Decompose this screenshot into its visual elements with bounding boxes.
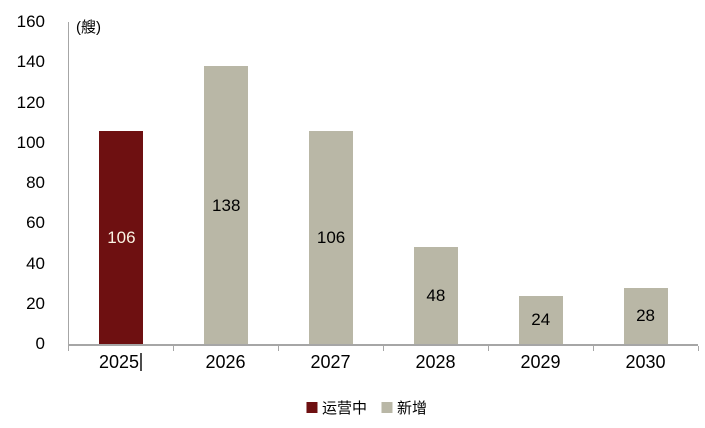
- y-tick-label: 160: [16, 12, 45, 31]
- bar-slot: 106: [279, 22, 384, 344]
- legend-swatch-icon: [305, 402, 317, 413]
- y-tick-label: 140: [16, 52, 45, 72]
- x-axis-tick: [68, 346, 69, 351]
- bar-2025: 106: [99, 130, 144, 344]
- y-tick-label: 80: [26, 173, 45, 192]
- bar-value-label: 24: [531, 310, 551, 330]
- x-axis-tick: [488, 346, 489, 351]
- bar-slot: 106: [69, 22, 174, 344]
- plot-area: 106 138 106 48 24 28: [68, 22, 698, 344]
- bar-slot: 48: [383, 22, 488, 344]
- x-tick-label-2026: 2026: [205, 351, 246, 372]
- x-tick-label-2025: 2025: [68, 350, 173, 374]
- x-axis-labels: 2025 2026 2027 2028 2029 2030: [68, 350, 698, 374]
- x-axis-line: [68, 344, 698, 346]
- y-tick-label: 40: [26, 253, 45, 273]
- x-tick-label-2030: 2030: [625, 351, 666, 372]
- legend-label: 新增: [397, 400, 428, 417]
- y-tick-label: 0: [35, 334, 45, 353]
- legend-item-运营中: 运营中: [305, 397, 367, 418]
- legend-swatch-icon: [381, 402, 392, 413]
- bar-slot: 24: [488, 22, 593, 344]
- y-tick-label: 120: [16, 92, 45, 112]
- bar-value-label: 138: [212, 195, 241, 215]
- legend: 运营中 新增: [305, 397, 427, 418]
- bar-value-label: 48: [426, 286, 446, 306]
- bar-slot: 28: [593, 22, 698, 344]
- x-tick-label-2028: 2028: [415, 351, 456, 372]
- bar-value-label: 106: [107, 227, 136, 247]
- y-tick-label: 20: [26, 293, 45, 313]
- y-tick-label: 60: [26, 213, 45, 233]
- x-axis-tick: [383, 346, 384, 351]
- bar-2026: 138: [204, 66, 249, 344]
- bar-2030: 28: [623, 287, 668, 344]
- x-tick-label-2029: 2029: [520, 351, 561, 372]
- text-cursor: [140, 353, 143, 371]
- legend-item-新增: 新增: [381, 397, 427, 418]
- y-axis-unit-label: (艘): [76, 19, 101, 36]
- y-tick-label: 100: [16, 132, 45, 152]
- bar-2027: 106: [309, 130, 354, 344]
- bar-value-label: 106: [316, 227, 346, 247]
- legend-label: 运营中: [321, 400, 367, 417]
- bar-value-label: 28: [636, 306, 655, 326]
- x-axis-tick: [593, 346, 594, 351]
- x-axis-tick: [173, 346, 174, 351]
- x-axis-tick: [278, 346, 279, 351]
- bar-2028: 48: [413, 247, 458, 344]
- x-tick-label-2027: 2027: [310, 351, 351, 372]
- bar-slot: 138: [174, 22, 279, 344]
- bar-2029: 24: [518, 295, 563, 344]
- x-axis-tick: [698, 346, 699, 351]
